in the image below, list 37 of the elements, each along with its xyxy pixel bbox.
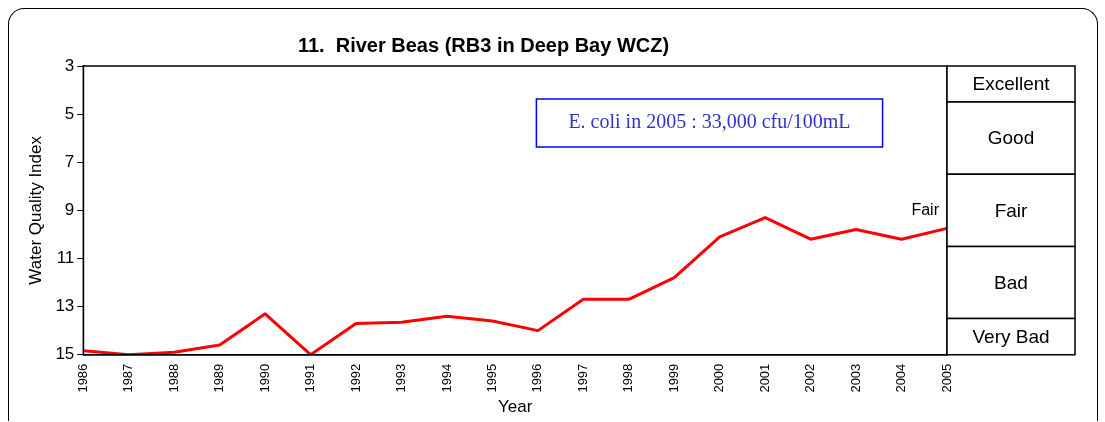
x-tick-label: 2004	[893, 363, 909, 393]
x-tick-label: 1989	[211, 363, 227, 393]
x-tick-label: 1991	[302, 363, 318, 393]
x-tick-label: 1994	[438, 363, 454, 393]
annotation: Fair	[911, 200, 940, 218]
band-label: Fair	[994, 199, 1029, 221]
x-tick-label: 2005	[938, 363, 954, 393]
y-tick-label: 15	[55, 344, 75, 364]
x-tick-label: 1998	[620, 363, 636, 393]
x-tick-label: 1992	[347, 363, 363, 393]
x-tick-label: 2003	[847, 363, 863, 393]
band-label: Very Bad	[972, 325, 1050, 347]
x-tick-label: 2001	[756, 363, 772, 393]
x-tick-label: 1995	[484, 363, 499, 393]
y-tick-label: 11	[56, 248, 75, 268]
y-tick-label: 5	[64, 103, 75, 123]
x-tick-label: 1996	[529, 363, 545, 393]
y-axis-title: Water Quality Index	[25, 135, 45, 285]
band-label: Good	[987, 127, 1035, 149]
x-axis-title: Year	[497, 397, 533, 417]
y-tick-label: 7	[64, 151, 75, 171]
x-tick-label: 2000	[711, 363, 727, 393]
band-label: Bad	[994, 271, 1028, 293]
x-tick-label: 1987	[120, 363, 136, 393]
annotation: E. coli in 2005 : 33,000 cfu/100mL	[568, 110, 851, 133]
x-tick-label: 1999	[665, 363, 681, 393]
y-tick-label: 13	[55, 296, 75, 316]
x-tick-label: 1993	[393, 363, 409, 393]
band-label: Excellent	[972, 73, 1051, 95]
x-tick-label: 1997	[574, 363, 590, 393]
y-tick-label: 3	[64, 55, 75, 75]
x-tick-label: 1986	[74, 363, 90, 393]
chart-title: 11. River Beas (RB3 in Deep Bay WCZ)	[297, 33, 670, 56]
x-tick-label: 1990	[256, 363, 272, 393]
x-tick-label: 1988	[165, 363, 181, 393]
x-tick-label: 2002	[802, 363, 818, 393]
y-tick-label: 9	[64, 200, 75, 220]
